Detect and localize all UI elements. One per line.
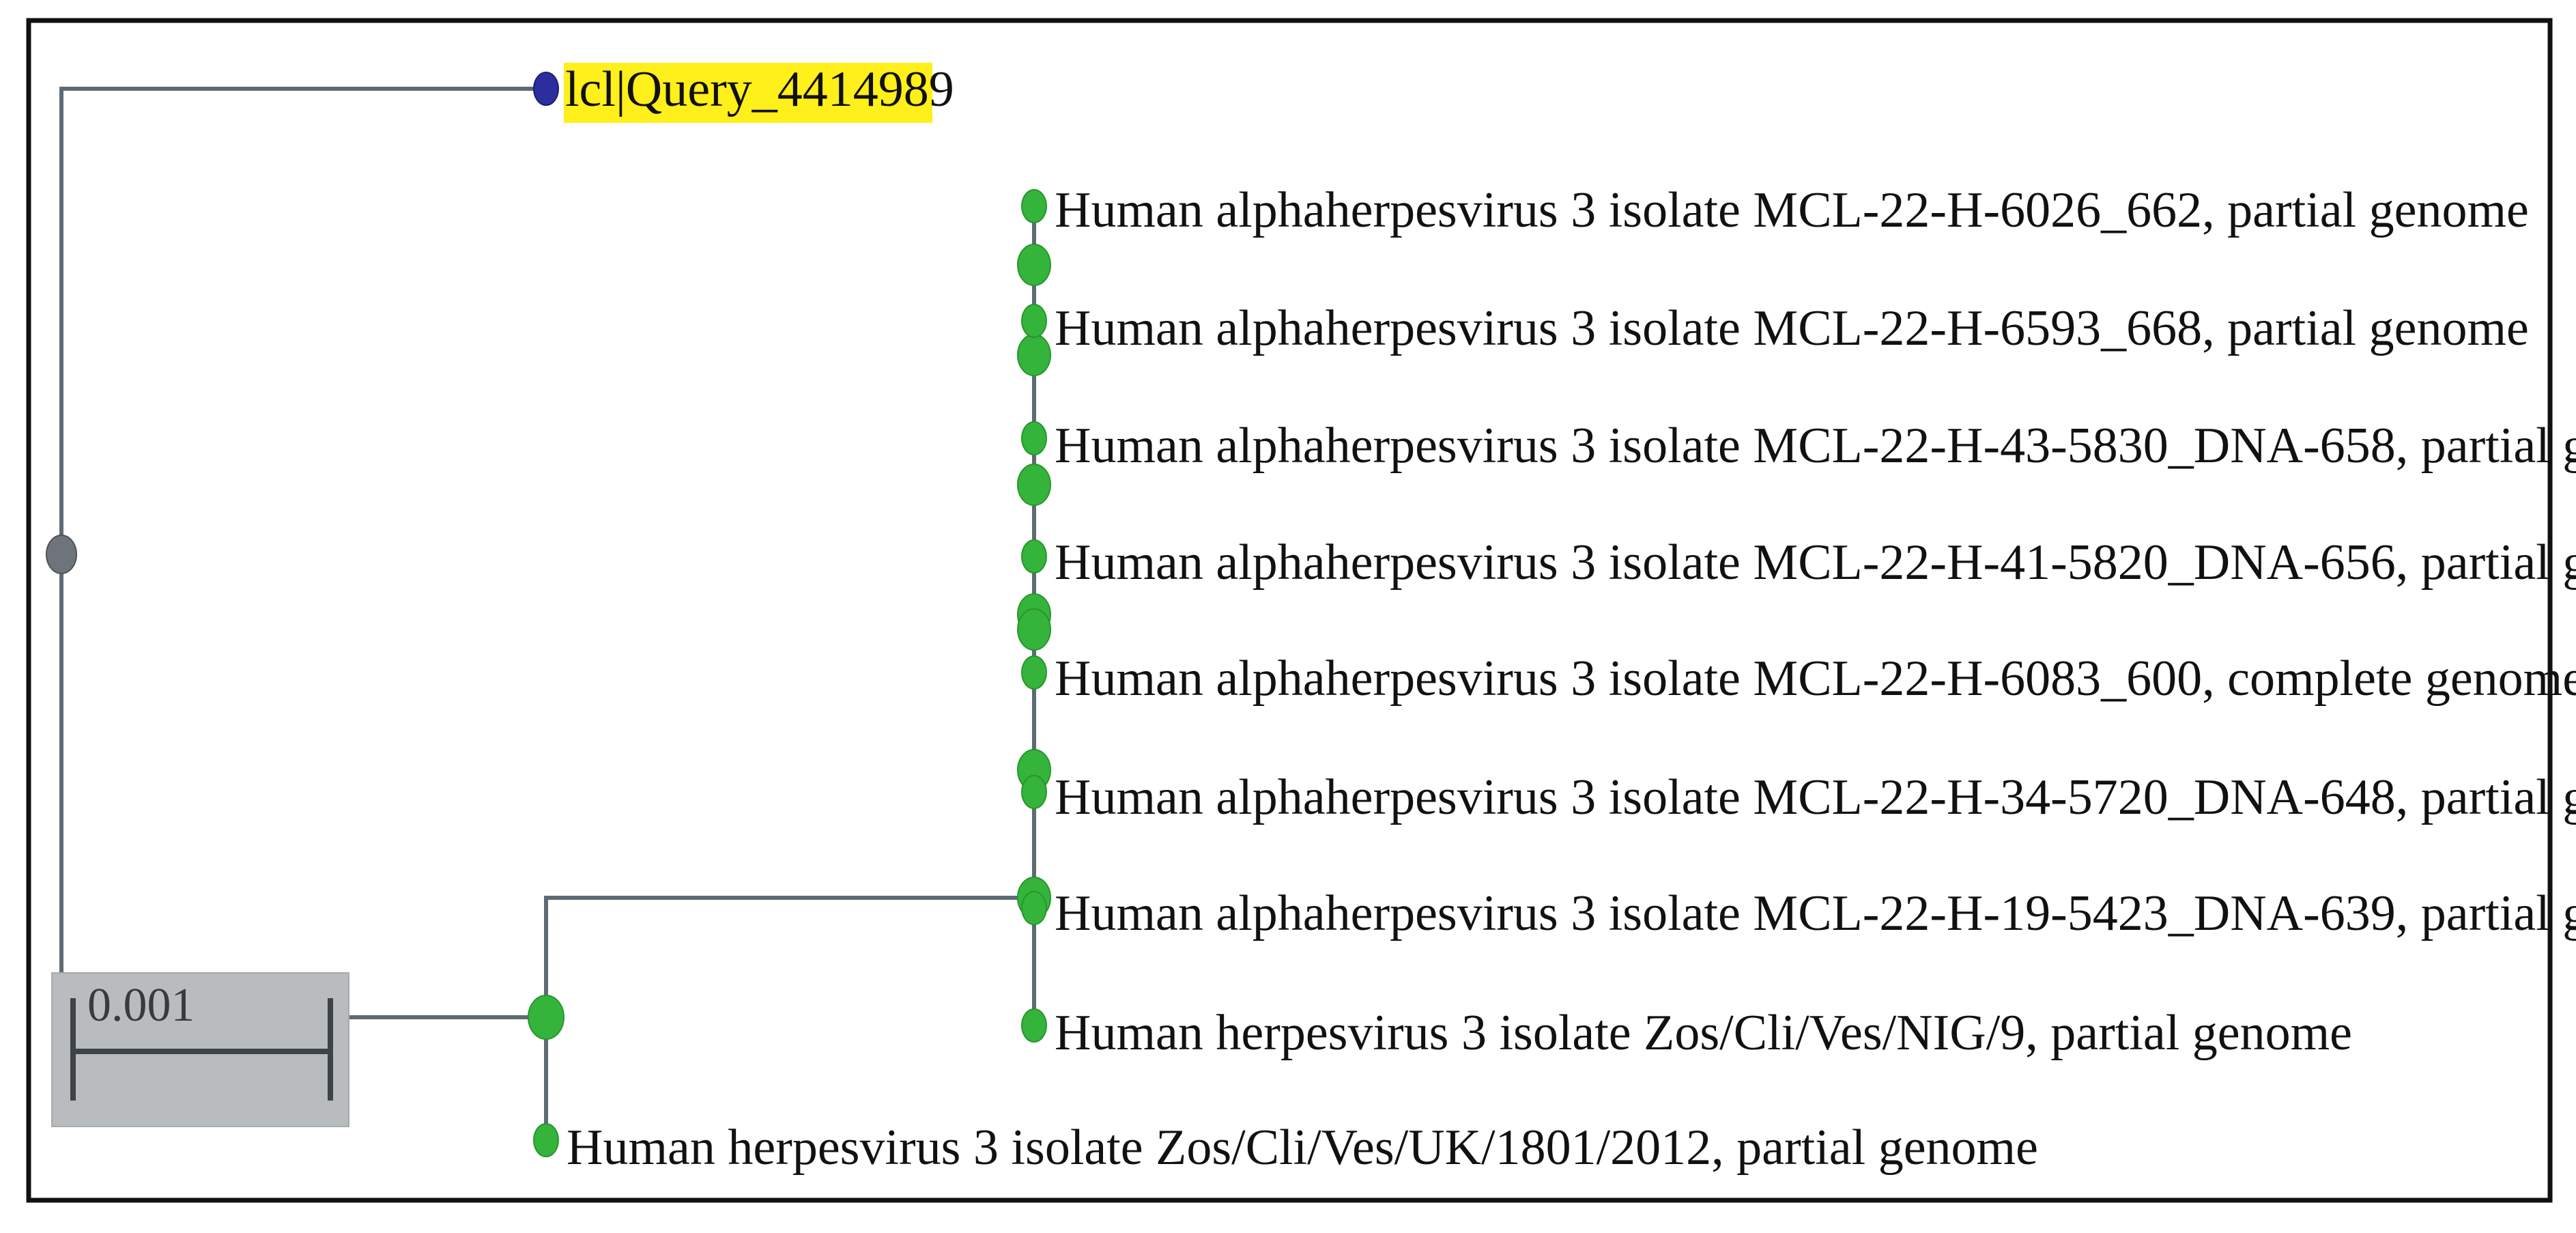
leaf-5: Human alphaherpesvirus 3 isolate MCL-22-… [1021,651,2576,707]
leaf-node [1021,655,1047,690]
scale-bar-label: 0.001 [87,979,195,1032]
leaf-node [533,1123,559,1157]
leaf-6: Human alphaherpesvirus 3 isolate MCL-22-… [1021,769,2576,825]
leaf-label: Human alphaherpesvirus 3 isolate MCL-22-… [1055,182,2529,238]
leaf-node [1021,189,1047,223]
leaf-8: Human herpesvirus 3 isolate Zos/Cli/Ves/… [1021,1005,2352,1061]
leaf-label: Human alphaherpesvirus 3 isolate MCL-22-… [1055,418,2576,474]
overlap-node [1017,464,1051,506]
leaf-2: Human alphaherpesvirus 3 isolate MCL-22-… [1021,300,2529,356]
overlap-node [1017,334,1051,376]
scale-bar: 0.001 [51,972,349,1127]
leaf-node [1021,539,1047,573]
query-label: lcl|Query_4414989 [565,61,954,117]
leaf-label: Human alphaherpesvirus 3 isolate MCL-22-… [1055,885,2576,941]
leaf-label: Human herpesvirus 3 isolate Zos/Cli/Ves/… [1055,1005,2352,1061]
leaf-4: Human alphaherpesvirus 3 isolate MCL-22-… [1021,535,2576,591]
overlap-node [1017,608,1051,651]
leaf-label: Human herpesvirus 3 isolate Zos/Cli/Ves/… [567,1120,2038,1176]
leaf-node [1021,421,1047,455]
leaf-label: Human alphaherpesvirus 3 isolate MCL-22-… [1055,300,2529,356]
leaf-label: Human alphaherpesvirus 3 isolate MCL-22-… [1055,651,2576,707]
inner-node [528,995,564,1040]
leaf-label: Human alphaherpesvirus 3 isolate MCL-22-… [1055,535,2576,591]
query-leaf: lcl|Query_4414989 [533,61,954,123]
query-node [533,72,559,106]
leaf-node [1021,304,1047,338]
leaf-node [1021,1008,1047,1043]
branch-inner-clade [544,896,1034,1140]
leaf-9: Human herpesvirus 3 isolate Zos/Cli/Ves/… [533,1120,2038,1176]
root-node [46,535,77,574]
overlap-node [1017,244,1051,286]
branch-query [59,87,546,554]
overlap-nodes [1017,244,1051,919]
query-highlight [564,63,932,123]
leaf-label: Human alphaherpesvirus 3 isolate MCL-22-… [1055,769,2576,825]
leaf-node [1021,891,1047,925]
tree-frame-border [26,18,2553,1203]
leaf-1: Human alphaherpesvirus 3 isolate MCL-22-… [1021,182,2529,238]
leaf-7: Human alphaherpesvirus 3 isolate MCL-22-… [1021,885,2576,941]
leaf-3: Human alphaherpesvirus 3 isolate MCL-22-… [1021,418,2576,474]
leaf-node [1021,775,1047,809]
